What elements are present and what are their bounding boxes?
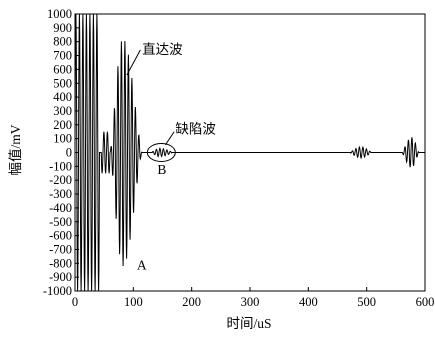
y-tick-label: -800 — [49, 256, 72, 270]
x-tick-label: 300 — [241, 295, 260, 309]
x-tick-label: 500 — [357, 295, 376, 309]
defect-wave-leader — [165, 131, 175, 146]
y-tick-label: 0 — [66, 146, 72, 160]
signal-layer — [74, 13, 425, 292]
signal-line — [74, 13, 425, 292]
x-tick-label: 600 — [416, 295, 435, 309]
x-tick-label: 0 — [72, 295, 78, 309]
y-axis-label: 幅值/mV — [8, 124, 23, 175]
y-tick-label: -200 — [49, 173, 72, 187]
y-tick-label: -500 — [49, 215, 72, 229]
y-tick-label: -100 — [49, 159, 72, 173]
x-axis: 0 100 200 300 400 500 600 — [72, 287, 435, 309]
y-tick-label: 800 — [53, 35, 72, 49]
y-tick-label: 1000 — [47, 7, 72, 21]
y-tick-label: 600 — [53, 62, 72, 76]
y-tick-label: -900 — [49, 270, 72, 284]
x-axis-label: 时间/uS — [226, 316, 271, 331]
y-tick-label: -400 — [49, 201, 72, 215]
y-tick-label: -700 — [49, 242, 72, 256]
defect-wave-label: 缺陷波 — [175, 122, 216, 137]
y-tick-label: 500 — [53, 76, 72, 90]
x-tick-label: 400 — [299, 295, 318, 309]
y-tick-label: 900 — [53, 21, 72, 35]
point-b-label: B — [157, 162, 166, 177]
y-tick-label: 200 — [53, 118, 72, 132]
y-tick-label: -1000 — [43, 284, 72, 298]
y-tick-label: -600 — [49, 229, 72, 243]
y-tick-label: -300 — [49, 187, 72, 201]
y-tick-label: 700 — [53, 49, 72, 63]
x-tick-label: 200 — [182, 295, 201, 309]
y-tick-label: 300 — [53, 104, 72, 118]
defect-wave-ellipse — [146, 143, 176, 162]
point-a-label: A — [137, 258, 147, 273]
direct-wave-leader — [126, 49, 141, 76]
direct-wave-label: 直达波 — [142, 42, 183, 57]
y-axis: 10009008007006005004003002001000-100-200… — [43, 7, 79, 298]
y-tick-label: 400 — [53, 90, 72, 104]
x-tick-label: 100 — [124, 295, 143, 309]
y-tick-label: 100 — [53, 132, 72, 146]
